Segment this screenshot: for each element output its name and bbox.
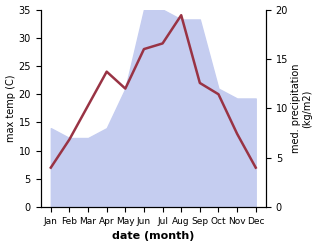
Y-axis label: max temp (C): max temp (C) [5,75,16,142]
Y-axis label: med. precipitation
(kg/m2): med. precipitation (kg/m2) [291,64,313,153]
X-axis label: date (month): date (month) [112,231,194,242]
